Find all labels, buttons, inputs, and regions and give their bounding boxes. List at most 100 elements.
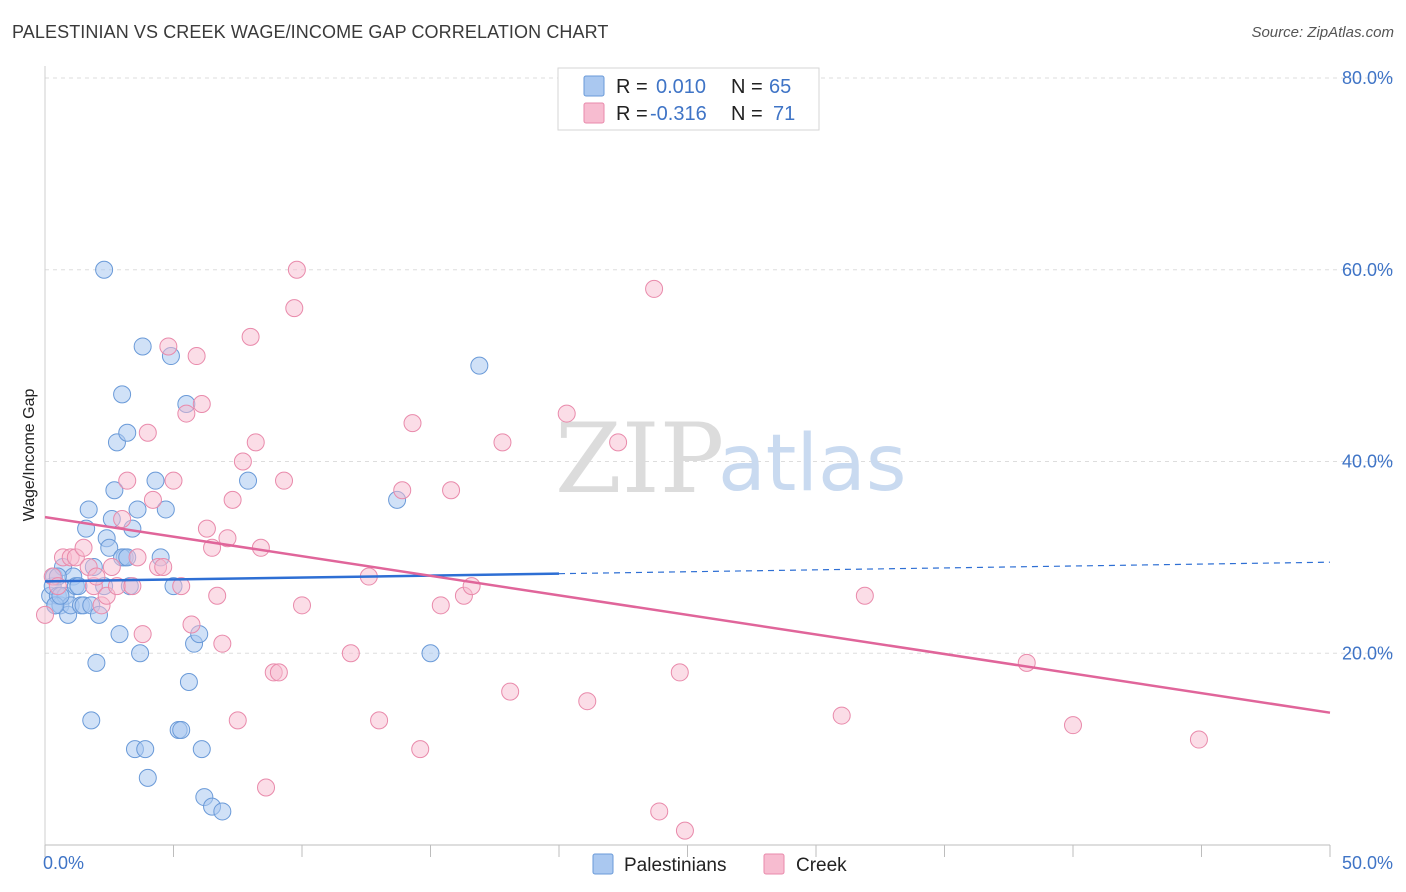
point-creek [74, 538, 93, 557]
point-creek [241, 327, 260, 346]
point-creek [36, 605, 54, 624]
legend-n-value-palestinians: 65 [769, 76, 791, 98]
point-palestinians [213, 802, 232, 821]
legend-n-label-2: N = [731, 103, 763, 125]
point-creek [493, 433, 512, 452]
point-palestinians [128, 500, 147, 519]
point-palestinians [118, 423, 137, 442]
point-palestinians [470, 356, 489, 375]
point-creek [128, 548, 147, 567]
x-tick-label-min: 0.0% [43, 853, 84, 873]
point-palestinians [138, 768, 157, 787]
point-creek [164, 471, 183, 490]
source-credit: Source: ZipAtlas.com [1251, 24, 1394, 41]
point-creek [123, 577, 142, 596]
point-palestinians [100, 538, 119, 557]
trend-line-creek [44, 515, 1331, 714]
point-creek [393, 481, 412, 500]
point-creek [228, 711, 247, 730]
point-creek [341, 644, 360, 663]
series-palestinians [41, 260, 489, 821]
point-creek [285, 299, 304, 318]
point-palestinians [79, 500, 98, 519]
point-creek [138, 423, 157, 442]
point-creek [431, 596, 450, 615]
point-creek [501, 682, 520, 701]
point-palestinians [239, 471, 258, 490]
point-palestinians [82, 711, 101, 730]
point-creek [197, 519, 216, 538]
point-palestinians [95, 260, 114, 279]
bottom-legend-swatch-creek [763, 853, 785, 875]
point-palestinians [192, 740, 211, 759]
point-creek [87, 567, 106, 586]
point-creek [675, 821, 694, 840]
point-creek [133, 625, 152, 644]
point-creek [578, 692, 597, 711]
legend-n-label-1: N = [731, 76, 763, 98]
point-creek [246, 433, 265, 452]
point-palestinians [133, 337, 152, 356]
legend-r-value-creek: -0.316 [650, 103, 707, 125]
legend-box: R = 0.010 N = 65 R = -0.316 N = 71 [557, 67, 820, 131]
point-creek [1064, 716, 1082, 735]
point-creek [670, 663, 689, 682]
y-tick-label-80: 80.0% [1342, 68, 1393, 88]
point-creek [275, 471, 294, 490]
point-palestinians [110, 625, 129, 644]
point-creek [370, 711, 389, 730]
point-palestinians [105, 481, 124, 500]
point-creek [1189, 730, 1208, 749]
point-creek [269, 663, 288, 682]
point-creek [177, 404, 196, 423]
legend-r-label-1: R = [616, 76, 648, 98]
trend-line-palestinians-extrapolated [558, 561, 1331, 575]
point-creek [609, 433, 628, 452]
legend-n-value-creek: 71 [773, 103, 795, 125]
axes [44, 66, 1331, 857]
bottom-legend-label-palestinians: Palestinians [624, 855, 726, 876]
point-creek [208, 586, 227, 605]
point-creek [159, 337, 178, 356]
point-palestinians [156, 500, 175, 519]
x-tick-labels: 0.0% 50.0% [43, 853, 1393, 873]
point-palestinians [136, 740, 155, 759]
legend-swatch-creek [583, 102, 605, 124]
point-palestinians [179, 673, 198, 692]
y-tick-label-20: 20.0% [1342, 643, 1393, 663]
point-creek [182, 615, 201, 634]
point-creek [403, 414, 422, 433]
point-creek [257, 778, 276, 797]
series-creek [36, 260, 1208, 840]
point-creek [287, 260, 306, 279]
legend-r-value-palestinians: 0.010 [656, 76, 706, 98]
bottom-legend-label-creek: Creek [796, 855, 847, 876]
watermark-zip: ZIP [555, 403, 724, 515]
trend-line-palestinians [44, 572, 560, 583]
point-palestinians [131, 644, 150, 663]
point-creek [192, 394, 211, 413]
legend-swatch-palestinians [583, 75, 605, 97]
y-tick-labels: 20.0% 40.0% 60.0% 80.0% [1342, 68, 1393, 663]
point-creek [154, 557, 173, 576]
point-palestinians [146, 471, 165, 490]
watermark-atlas: atlas [718, 419, 907, 509]
grid [45, 77, 1393, 654]
point-creek [650, 802, 669, 821]
point-creek [442, 481, 461, 500]
trend-lines [44, 515, 1331, 714]
point-creek [172, 577, 191, 596]
point-creek [218, 529, 237, 548]
point-creek [251, 538, 270, 557]
y-tick-label-60: 60.0% [1342, 260, 1393, 280]
point-creek [832, 706, 851, 725]
bottom-legend: Palestinians Creek [592, 853, 847, 876]
watermark: ZIP atlas [555, 403, 907, 515]
point-creek [102, 557, 121, 576]
point-palestinians [113, 385, 132, 404]
point-creek [233, 452, 252, 471]
point-palestinians [421, 644, 440, 663]
point-palestinians [87, 653, 106, 672]
point-creek [855, 586, 874, 605]
